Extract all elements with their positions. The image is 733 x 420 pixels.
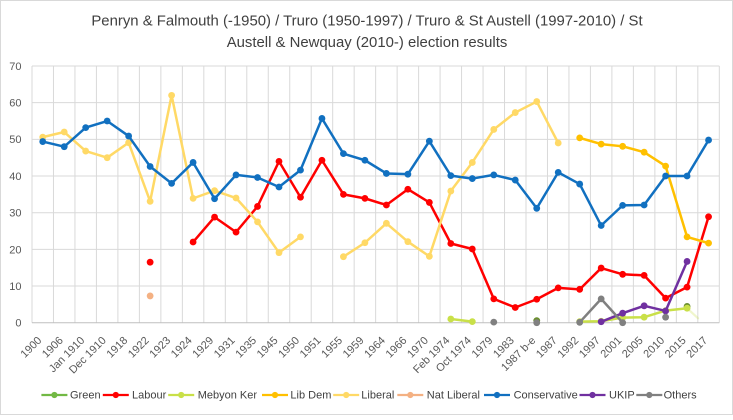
svg-text:60: 60 (9, 98, 21, 110)
svg-text:Mebyon Ker: Mebyon Ker (198, 390, 258, 402)
svg-text:UKIP: UKIP (609, 390, 635, 402)
svg-text:Green: Green (70, 390, 101, 402)
svg-text:50: 50 (9, 134, 21, 146)
svg-text:Nat Liberal: Nat Liberal (427, 390, 480, 402)
svg-text:Conservative: Conservative (514, 390, 578, 402)
svg-text:Lib Dem: Lib Dem (290, 390, 331, 402)
svg-text:10: 10 (9, 281, 21, 293)
svg-text:Penryn & Falmouth (-1950) / Tr: Penryn & Falmouth (-1950) / Truro (1950-… (91, 14, 643, 30)
svg-text:Labour: Labour (132, 390, 167, 402)
svg-text:20: 20 (9, 244, 21, 256)
svg-text:0: 0 (15, 318, 21, 330)
svg-text:Austell & Newquay (2010-) elec: Austell & Newquay (2010-) election resul… (227, 35, 508, 51)
svg-text:40: 40 (9, 171, 21, 183)
svg-text:Others: Others (664, 390, 698, 402)
svg-text:Liberal: Liberal (361, 390, 394, 402)
svg-text:30: 30 (9, 208, 21, 220)
svg-text:70: 70 (9, 61, 21, 73)
